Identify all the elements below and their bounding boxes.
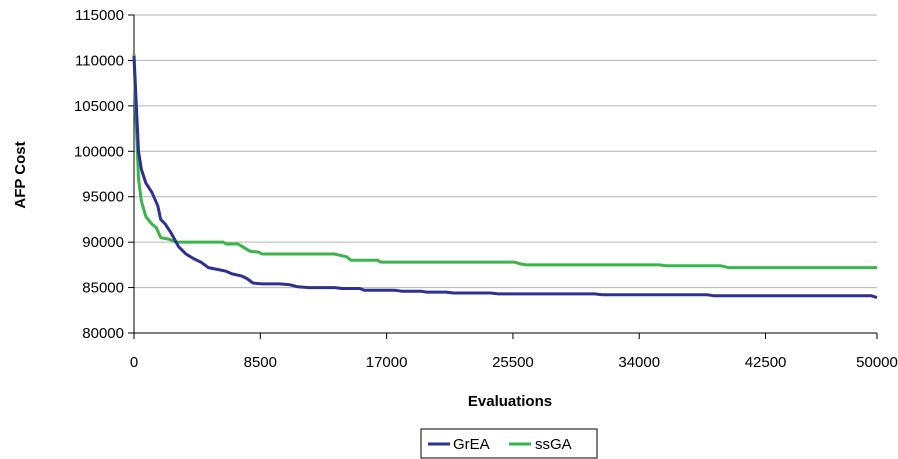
series-line-grea <box>132 55 878 300</box>
y-tick-label-115000: 115000 <box>75 7 124 24</box>
x-tick-label-50000: 50000 <box>856 354 898 371</box>
legend: GrEA ssGA <box>420 428 598 459</box>
x-tick-labels: 0 8500 17000 25500 34000 42500 50000 <box>130 354 898 371</box>
y-tick-label-90000: 90000 <box>82 234 124 251</box>
y-tick-labels: 80000 85000 90000 95000 100000 105000 110000 11… <box>74 7 124 342</box>
axes <box>128 14 878 339</box>
x-tick-label-17000: 17000 <box>366 354 408 371</box>
y-tick-label-80000: 80000 <box>82 325 124 342</box>
legend-label-grea: GrEA <box>453 436 490 453</box>
gridlines <box>134 14 877 289</box>
series-line-ssga <box>132 54 877 270</box>
y-tick-label-110000: 110000 <box>75 52 124 69</box>
y-tick-label-85000: 85000 <box>82 280 124 297</box>
y-tick-label-95000: 95000 <box>82 189 124 206</box>
x-axis-title: Evaluations <box>468 393 552 410</box>
x-tick-label-25500: 25500 <box>492 354 534 371</box>
x-tick-label-34000: 34000 <box>618 354 660 371</box>
y-axis-title: AFP Cost <box>12 141 29 208</box>
y-tick-label-100000: 100000 <box>74 143 124 160</box>
series-lines <box>132 54 878 300</box>
x-tick-label-42500: 42500 <box>745 354 787 371</box>
x-tick-label-8500: 8500 <box>244 354 277 371</box>
legend-label-ssga: ssGA <box>535 436 572 453</box>
y-tick-label-105000: 105000 <box>74 98 124 115</box>
x-tick-label-0: 0 <box>130 354 138 371</box>
